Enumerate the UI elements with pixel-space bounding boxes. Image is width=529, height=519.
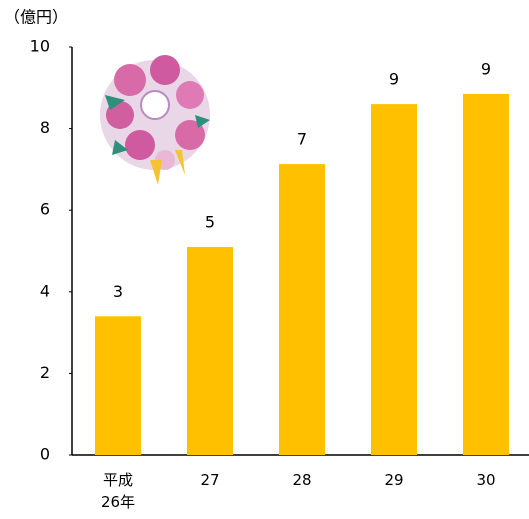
x-tick-label: 平成 26年 xyxy=(100,471,136,511)
bar xyxy=(463,93,509,456)
x-tick-label: 28 xyxy=(292,471,312,489)
y-tick-label: 8 xyxy=(40,118,50,137)
x-tick-label: 27 xyxy=(200,471,220,489)
y-tick-label: 0 xyxy=(40,445,50,464)
value-label: 9 xyxy=(389,70,399,89)
value-label: 7 xyxy=(297,130,307,149)
value-label: 9 xyxy=(481,59,491,78)
y-axis-label: （億円） xyxy=(4,8,68,27)
y-tick-label: 2 xyxy=(40,363,50,382)
y-tick-label: 10 xyxy=(30,37,50,56)
y-tick-label: 4 xyxy=(40,281,50,300)
bar xyxy=(95,316,141,455)
x-tick-label: 29 xyxy=(384,471,404,489)
flower-illustration xyxy=(100,55,210,185)
bar xyxy=(187,246,233,455)
bar xyxy=(371,104,417,456)
bar xyxy=(279,164,325,455)
y-tick-label: 6 xyxy=(40,200,50,219)
value-label: 5 xyxy=(205,212,215,231)
value-label: 3 xyxy=(113,282,123,301)
x-tick-label: 30 xyxy=(476,471,496,489)
